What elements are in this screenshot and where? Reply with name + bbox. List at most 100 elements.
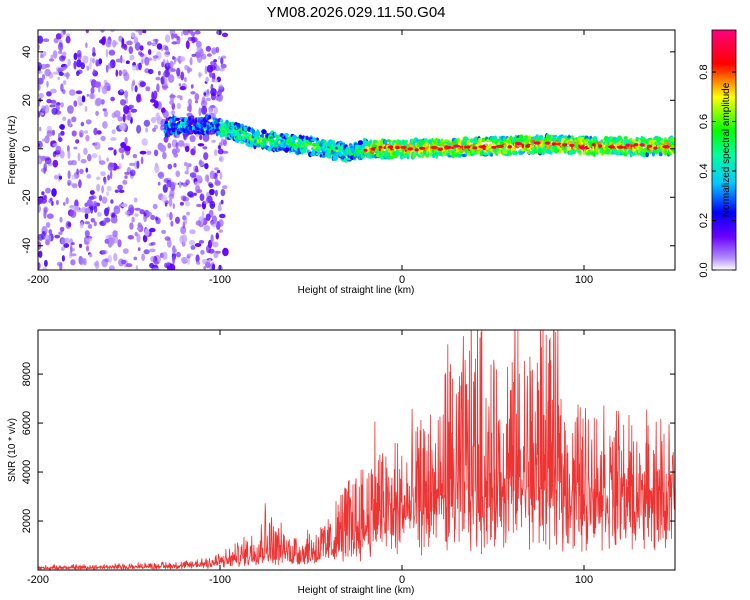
heatmap-cell [169,100,175,105]
heatmap-cell [205,97,211,102]
heatmap-cell [89,190,95,195]
heatmap-cell [129,222,134,230]
heatmap-cell [194,93,200,101]
heatmap-cell [175,216,180,224]
heatmap-cell [84,230,90,238]
heatmap-cell [429,152,433,157]
heatmap-cell [86,173,92,179]
heatmap-cell [187,98,192,106]
heatmap-cell [67,179,72,186]
snr-series-line [38,330,675,570]
heatmap-cell [150,116,157,124]
heatmap-cell [105,48,109,58]
heatmap-cell [166,184,170,188]
heatmap-cell [206,88,210,95]
heatmap-cell [93,261,99,267]
heatmap-cell [255,130,261,137]
heatmap-cell [175,170,181,178]
heatmap-cell [155,38,158,45]
heatmap-cell [88,61,92,70]
heatmap-cell [503,144,507,149]
heatmap-cell [527,135,532,142]
heatmap-cell [215,91,220,96]
heatmap-cell [128,204,135,214]
heatmap-cell [121,59,125,63]
heatmap-cell [552,134,558,138]
heatmap-cell [85,134,90,142]
heatmap-cell [124,90,129,99]
heatmap-cell [466,139,470,145]
heatmap-cell [647,144,653,148]
heatmap-cell [152,103,158,107]
heatmap-cell [122,179,128,185]
heatmap-cell [203,152,209,161]
heatmap-cell [52,50,58,59]
heatmap-cell [185,179,190,186]
heatmap-cell [58,42,64,52]
heatmap-cell [111,129,116,135]
heatmap-cell [176,95,182,99]
heatmap-cell [164,50,170,58]
heatmap-cell [124,136,128,145]
heatmap-cell [189,135,196,143]
heatmap-cell [189,229,196,235]
heatmap-cell [202,259,208,265]
heatmap-cell [199,159,203,165]
heatmap-cell [85,237,93,243]
heatmap-cell [139,45,144,51]
heatmap-cell [263,130,267,134]
heatmap-cell [425,153,429,158]
heatmap-cell [55,66,63,73]
heatmap-cell [639,143,645,147]
heatmap-cell [177,124,182,129]
heatmap-cell [134,41,141,51]
heatmap-cell [97,211,102,217]
heatmap-cell [220,189,226,197]
heatmap-cell [617,145,624,149]
heatmap-cell [158,70,161,76]
heatmap-cell [55,145,62,153]
colorbar-gradient [711,29,737,271]
heatmap-cell [147,68,154,75]
heatmap-cell [148,49,152,55]
heatmap-cell [122,248,129,255]
colorbar-tick-label: 0.8 [698,64,710,79]
heatmap-cell [42,38,50,42]
heatmap-cell [156,43,163,50]
heatmap-cell [67,170,71,180]
heatmap-cell [569,143,575,147]
heatmap-cell [189,57,193,66]
heatmap-cell [206,53,212,57]
heatmap-cell [350,145,354,149]
heatmap-cell [51,188,57,197]
heatmap-cell [214,167,219,171]
heatmap-cell [92,47,96,56]
heatmap-cell [110,96,115,102]
y-tick-label: 4000 [21,460,33,484]
heatmap-cell [204,65,208,75]
heatmap-cell [591,143,596,147]
heatmap-cell [395,145,400,150]
heatmap-cell [207,182,213,187]
heatmap-cell [172,56,175,60]
heatmap-cell [67,105,74,114]
heatmap-cell [155,216,158,221]
heatmap-cell [129,54,135,61]
x-tick-label: 100 [575,574,593,586]
heatmap-cell [332,142,337,147]
heatmap-cell [103,177,107,185]
heatmap-cell [527,149,531,155]
heatmap-cell [165,117,169,122]
heatmap-cell [124,171,130,176]
heatmap-cell [80,159,87,164]
heatmap-cell [268,136,275,139]
heatmap-cell [120,99,126,106]
heatmap-cell [125,263,133,268]
heatmap-cell [401,155,407,159]
heatmap-cell [189,239,196,246]
heatmap-cell [105,39,112,48]
heatmap-cell [217,148,224,155]
heatmap-cell [102,108,107,112]
